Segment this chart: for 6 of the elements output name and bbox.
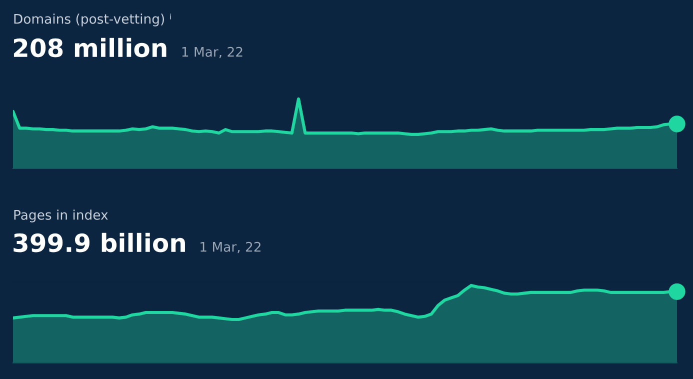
chart-title: Pages in index	[14, 210, 108, 222]
chart-title: Domains (post-vetting) ⁱ	[14, 14, 171, 26]
chart-subtitle: 399.9 billion	[14, 232, 185, 252]
chart-subtitle: 208 million	[14, 38, 166, 58]
text: 1 Mar, 22	[200, 242, 260, 254]
text: 1 Mar, 22	[182, 46, 242, 58]
